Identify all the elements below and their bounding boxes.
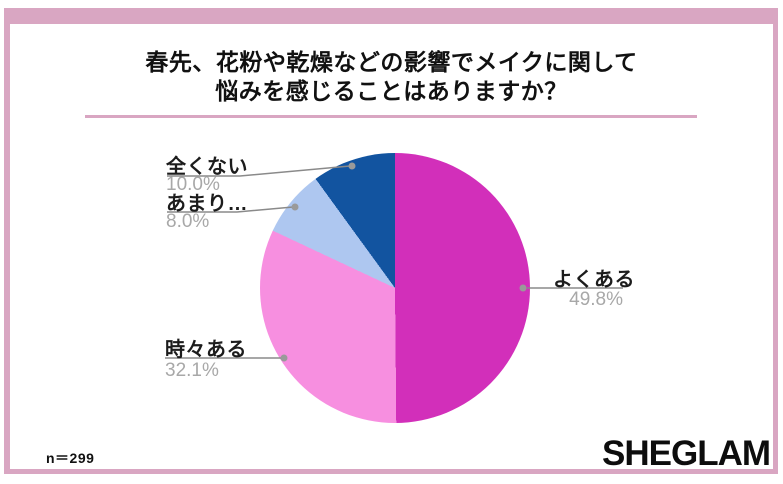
- slice-label-tokidoki: 時々ある: [165, 339, 247, 361]
- slice-label-amari: あまり…: [166, 193, 248, 215]
- slice-pct-zenkunai: 10.0%: [166, 174, 220, 195]
- title-underline: [85, 115, 697, 118]
- pie-chart: [260, 153, 530, 423]
- sample-size: n＝299: [46, 450, 95, 466]
- slice-pct-yokuaru: 49.8%: [569, 289, 623, 310]
- slice-label-yokuaru: よくある: [553, 269, 635, 291]
- page-title: 春先、花粉や乾燥などの影響でメイクに関して 悩みを感じることはありますか？: [0, 48, 783, 107]
- slice-pct-tokidoki: 32.1%: [165, 360, 219, 381]
- slice-label-zenkunai: 全くない: [166, 156, 248, 178]
- page-title-line2: 悩みを感じることはありますか？: [215, 78, 568, 105]
- page-title-line1: 春先、花粉や乾燥などの影響でメイクに関して: [145, 49, 638, 75]
- slice-pct-amari: 8.0%: [166, 211, 210, 232]
- sheglam-logo: SHEGLAM: [602, 434, 771, 473]
